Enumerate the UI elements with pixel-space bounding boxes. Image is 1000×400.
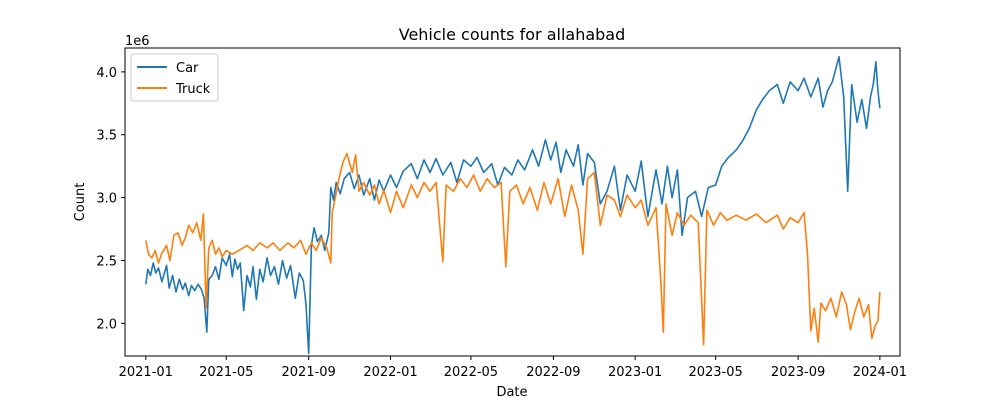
y-tick-label: 2.5: [96, 254, 117, 269]
x-tick-label: 2021-01: [119, 365, 173, 380]
x-tick-label: 2021-09: [282, 365, 336, 380]
y-offset-label: 1e6: [125, 34, 150, 49]
x-tick-label: 2023-09: [771, 365, 825, 380]
y-tick-label: 4.0: [96, 66, 117, 81]
x-tick-label: 2021-05: [199, 365, 253, 380]
legend: Car Truck: [130, 53, 219, 102]
series-layer: [145, 56, 881, 355]
y-axis-ticks: 2.0 2.5 3.0 3.5 4.0: [96, 66, 125, 332]
series-car-line: [145, 56, 881, 355]
chart-title: Vehicle counts for allahabad: [399, 25, 626, 44]
legend-car-label: Car: [176, 61, 199, 76]
y-tick-label: 3.5: [96, 129, 117, 144]
x-tick-label: 2024-01: [853, 365, 907, 380]
x-tick-label: 2023-05: [688, 365, 742, 380]
legend-box: [130, 53, 219, 102]
y-tick-label: 2.0: [96, 317, 117, 332]
x-axis-ticks: 2021-01 2021-05 2021-09 2022-01 2022-05 2022-…: [119, 356, 907, 380]
x-tick-label: 2022-05: [444, 365, 498, 380]
y-axis-label: Count: [73, 183, 88, 222]
x-tick-label: 2022-09: [526, 365, 580, 380]
plot-frame: [124, 47, 901, 357]
y-tick-label: 3.0: [96, 192, 117, 207]
x-tick-label: 2022-01: [363, 365, 417, 380]
legend-truck-label: Truck: [175, 82, 211, 97]
x-axis-label: Date: [496, 385, 527, 400]
series-truck-line: [145, 152, 881, 346]
x-tick-label: 2023-01: [608, 365, 662, 380]
